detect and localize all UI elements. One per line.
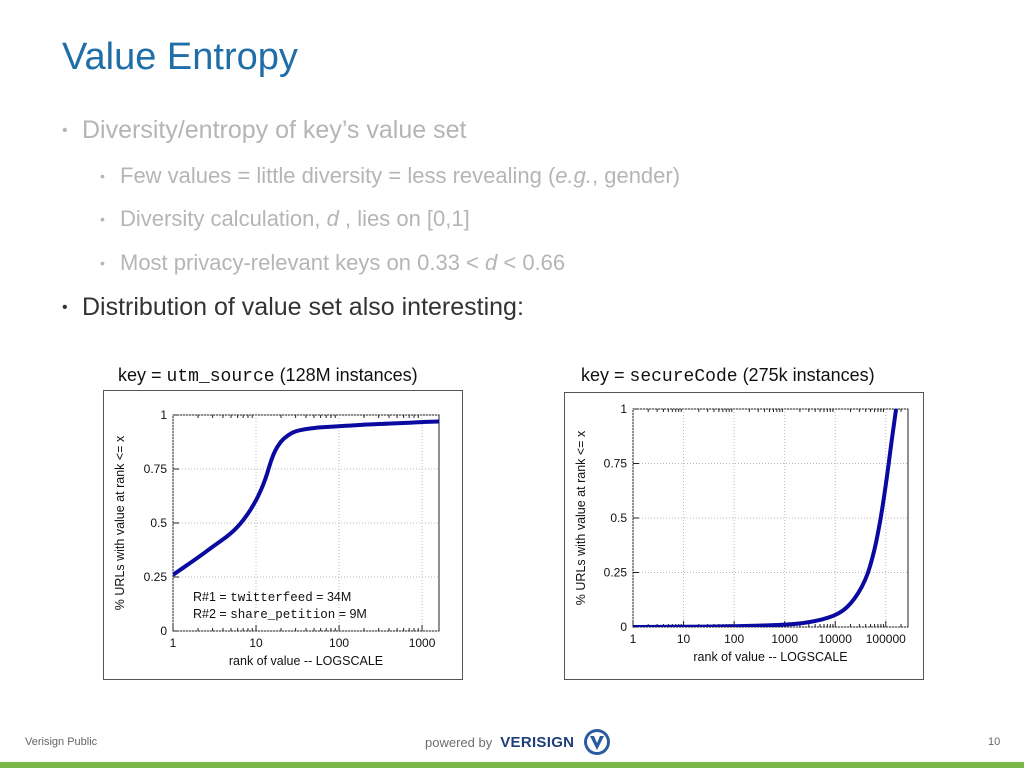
y-axis-label: % URLs with value at rank <= x bbox=[113, 435, 127, 610]
bullet-marker: • bbox=[62, 122, 68, 139]
annotation-pre: R#1 = bbox=[193, 590, 230, 604]
x-tick-label: 1000 bbox=[771, 632, 798, 646]
x-axis-label: rank of value -- LOGSCALE bbox=[229, 654, 383, 668]
bullet-distribution: • Distribution of value set also interes… bbox=[62, 293, 524, 322]
subbullet-text-pre: Most privacy-relevant keys on 0.33 < bbox=[120, 250, 485, 275]
x-tick-label: 10000 bbox=[819, 632, 853, 646]
footer-branding: powered by VERISIGN bbox=[425, 728, 612, 756]
subbullet-text-post: , lies on [0,1] bbox=[338, 206, 470, 231]
chart-left: 1 10 100 1000 0 0.25 0.5 0.75 1 rank of value -- … bbox=[103, 390, 463, 680]
annotation-text: R#2 = share_petition = 9M bbox=[193, 607, 367, 622]
caption-pre: key = bbox=[581, 365, 630, 385]
y-tick-label: 0.5 bbox=[610, 511, 627, 525]
x-tick-label: 10 bbox=[249, 636, 263, 650]
bullet-marker: • bbox=[62, 299, 68, 316]
x-tick-label: 1 bbox=[630, 632, 637, 646]
y-tick-label: 0.25 bbox=[144, 570, 168, 584]
y-tick-label: 0 bbox=[160, 624, 167, 638]
caption-code: secureCode bbox=[629, 367, 738, 387]
annotation-code: share_petition bbox=[230, 608, 335, 622]
y-axis-label: % URLs with value at rank <= x bbox=[574, 430, 588, 605]
subbullet-marker: • bbox=[100, 168, 105, 184]
footer-classification: Verisign Public bbox=[25, 736, 98, 748]
plot-area bbox=[632, 408, 909, 628]
footer-accent-bar bbox=[0, 762, 1024, 768]
x-axis-label: rank of value -- LOGSCALE bbox=[693, 650, 847, 664]
chart-right-svg: 1 10 100 1000 10000 100000 0 0.25 0.5 0.75 1 rank o… bbox=[574, 402, 909, 664]
verisign-logo-icon bbox=[584, 729, 611, 755]
powered-by-label: powered by bbox=[425, 734, 493, 750]
chart-left-svg: 1 10 100 1000 0 0.25 0.5 0.75 1 rank of value -- … bbox=[113, 408, 440, 668]
y-tick-label: 1 bbox=[160, 408, 167, 422]
annotation-text: R#1 = twitterfeed = 34M bbox=[193, 590, 351, 605]
subbullet-text-italic: d bbox=[485, 250, 498, 275]
subbullet-text-pre: Few values = little diversity = less rev… bbox=[120, 163, 556, 188]
y-tick-label: 0.75 bbox=[144, 462, 168, 476]
y-tick-label: 0.75 bbox=[604, 457, 628, 471]
caption-pre: key = bbox=[118, 365, 167, 385]
x-tick-label: 10 bbox=[677, 632, 691, 646]
series-line bbox=[633, 409, 899, 627]
subbullet-text-italic: e.g. bbox=[555, 163, 592, 188]
subbullet-diversity-calc: • Diversity calculation, d , lies on [0,… bbox=[100, 206, 470, 232]
page-number: 10 bbox=[988, 736, 1001, 748]
annotation-post: = 34M bbox=[313, 590, 352, 604]
x-tick-label: 100 bbox=[329, 636, 349, 650]
subbullet-few-values: • Few values = little diversity = less r… bbox=[100, 163, 681, 189]
y-tick-label: 0.25 bbox=[604, 566, 628, 580]
subbullet-privacy-keys: • Most privacy-relevant keys on 0.33 < d… bbox=[100, 250, 566, 276]
annotation-code: twitterfeed bbox=[230, 591, 313, 605]
caption-code: utm_source bbox=[166, 367, 275, 387]
subbullet-text-pre: Diversity calculation, bbox=[120, 206, 327, 231]
y-tick-label: 0 bbox=[620, 620, 627, 634]
x-tick-label: 1 bbox=[170, 636, 177, 650]
slide-title: Value Entropy bbox=[62, 36, 298, 78]
annotation-pre: R#2 = bbox=[193, 607, 230, 621]
x-tick-label: 100000 bbox=[866, 632, 906, 646]
x-tick-label: 100 bbox=[724, 632, 744, 646]
subbullet-text-post: < 0.66 bbox=[497, 250, 566, 275]
subbullet-marker: • bbox=[100, 211, 105, 227]
chart-caption-left: key = utm_source (128M instances) bbox=[118, 365, 418, 387]
chart-right: 1 10 100 1000 10000 100000 0 0.25 0.5 0.75 1 rank o… bbox=[564, 392, 924, 680]
bullet-text: Distribution of value set also interesti… bbox=[82, 293, 524, 321]
y-tick-label: 0.5 bbox=[150, 516, 167, 530]
bullet-diversity: • Diversity/entropy of key’s value set bbox=[62, 116, 467, 145]
caption-post: (275k instances) bbox=[737, 365, 875, 385]
caption-post: (128M instances) bbox=[274, 365, 418, 385]
bullet-text: Diversity/entropy of key’s value set bbox=[82, 116, 467, 144]
subbullet-text-post: , gender) bbox=[592, 163, 681, 188]
brand-name: VERISIGN bbox=[500, 733, 575, 751]
y-tick-label: 1 bbox=[620, 402, 627, 416]
x-tick-label: 1000 bbox=[409, 636, 436, 650]
annotation-post: = 9M bbox=[335, 607, 367, 621]
subbullet-marker: • bbox=[100, 255, 105, 271]
series-line bbox=[173, 419, 439, 577]
chart-caption-right: key = secureCode (275k instances) bbox=[581, 365, 875, 387]
subbullet-text-italic: d bbox=[326, 206, 339, 231]
